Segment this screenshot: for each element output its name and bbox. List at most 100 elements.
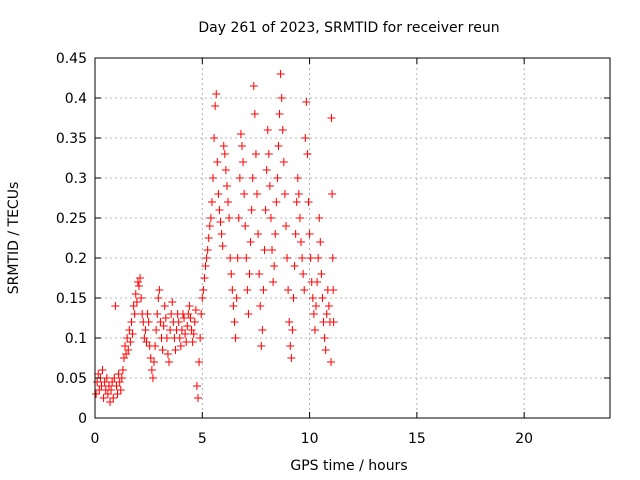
y-tick-label: 0.05 — [56, 371, 87, 387]
y-tick-labels: 0 0.05 0.1 0.15 0.2 0.25 0.3 0.35 0.4 0.45 — [56, 51, 87, 427]
data-point — [103, 390, 112, 398]
data-point — [315, 214, 324, 222]
data-point — [279, 158, 288, 166]
data-point — [237, 142, 246, 150]
data-point — [232, 294, 241, 302]
data-point — [200, 274, 209, 282]
y-tick-label: 0.4 — [65, 91, 87, 107]
data-point — [150, 358, 159, 366]
data-point — [303, 150, 312, 158]
data-point — [119, 354, 128, 362]
data-point — [230, 318, 239, 326]
data-point — [227, 270, 236, 278]
data-point — [288, 326, 297, 334]
data-point — [233, 254, 242, 262]
data-point — [247, 206, 256, 214]
x-tick-label: 0 — [91, 431, 100, 447]
data-point — [274, 142, 283, 150]
data-point — [92, 390, 101, 398]
data-point — [202, 254, 211, 262]
data-point — [314, 254, 323, 262]
data-point — [185, 302, 194, 310]
data-point — [133, 278, 142, 286]
chart-title: Day 261 of 2023, SRMTID for receiver reu… — [198, 20, 499, 36]
data-point — [241, 222, 250, 230]
data-point — [268, 246, 277, 254]
data-point — [158, 346, 167, 354]
data-point — [118, 366, 127, 374]
data-point — [278, 126, 287, 134]
data-point — [153, 310, 162, 318]
data-point — [94, 370, 103, 378]
y-tick-label: 0 — [78, 411, 87, 427]
data-point — [298, 254, 307, 262]
data-point — [270, 262, 279, 270]
data-point — [154, 294, 163, 302]
data-point — [301, 134, 310, 142]
data-point — [222, 182, 231, 190]
data-point — [290, 262, 299, 270]
data-point — [217, 230, 226, 238]
data-point — [271, 230, 280, 238]
data-point — [269, 278, 278, 286]
data-point — [205, 222, 214, 230]
data-point — [300, 286, 309, 294]
data-point — [240, 190, 249, 198]
data-point — [250, 110, 259, 118]
data-point — [124, 346, 133, 354]
x-tick-labels: 0 5 10 15 20 — [91, 431, 534, 447]
data-point — [111, 302, 120, 310]
data-point — [130, 310, 139, 318]
data-point — [265, 182, 274, 190]
y-tick-label: 0.25 — [56, 211, 87, 227]
data-point — [136, 274, 145, 282]
data-point — [261, 206, 270, 214]
data-point — [142, 338, 151, 346]
plot-frame — [94, 57, 611, 419]
data-point — [199, 286, 208, 294]
data-point — [188, 338, 197, 346]
data-point — [102, 374, 111, 382]
data-point — [219, 142, 228, 150]
data-point — [210, 134, 219, 142]
data-point — [176, 342, 185, 350]
data-point — [228, 286, 237, 294]
data-point — [192, 382, 201, 390]
data-point — [148, 374, 157, 382]
data-point — [295, 214, 304, 222]
data-point — [97, 382, 106, 390]
data-point — [304, 198, 313, 206]
data-point — [189, 330, 198, 338]
data-point — [177, 326, 186, 334]
y-tick-label: 0.35 — [56, 131, 87, 147]
data-point — [122, 350, 131, 358]
data-point — [174, 318, 183, 326]
y-tick-label: 0.15 — [56, 291, 87, 307]
data-point — [317, 270, 326, 278]
data-point — [281, 222, 290, 230]
data-point — [231, 334, 240, 342]
data-point — [211, 102, 220, 110]
data-point — [294, 190, 303, 198]
x-axis-label: GPS time / hours — [290, 458, 407, 474]
data-point — [221, 166, 230, 174]
data-point — [144, 318, 153, 326]
data-point — [292, 198, 301, 206]
data-point — [196, 334, 205, 342]
data-point — [283, 254, 292, 262]
data-point — [195, 358, 204, 366]
data-point — [291, 230, 300, 238]
data-point — [309, 310, 318, 318]
data-point — [256, 302, 265, 310]
x-tick-label: 10 — [301, 431, 319, 447]
data-point — [264, 150, 273, 158]
data-point — [162, 334, 171, 342]
x-tick-label: 5 — [198, 431, 207, 447]
data-point — [277, 94, 286, 102]
data-point — [218, 242, 227, 250]
data-point — [308, 294, 317, 302]
data-point — [244, 310, 253, 318]
data-point — [129, 302, 138, 310]
data-point — [287, 354, 296, 362]
